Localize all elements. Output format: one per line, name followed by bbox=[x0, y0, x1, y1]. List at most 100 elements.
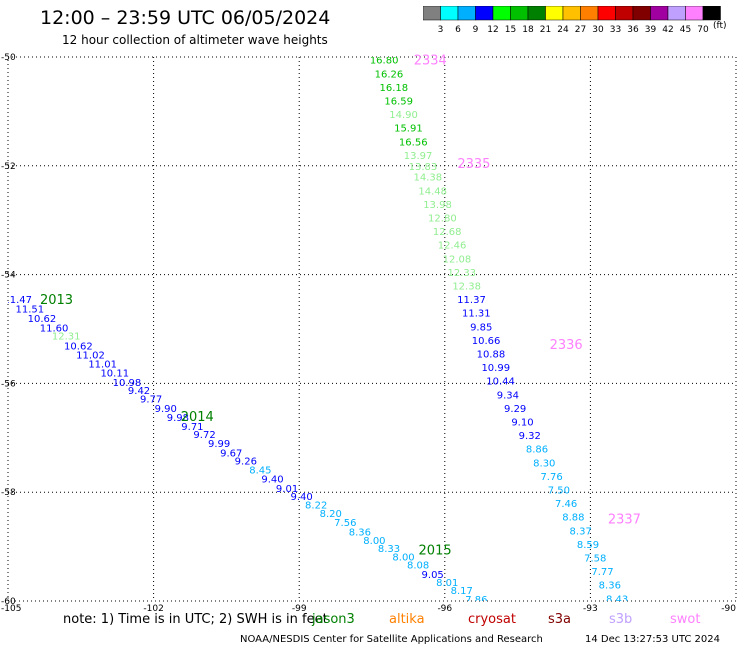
wave-height-point: 10.98 bbox=[113, 378, 142, 389]
wave-height-point: 7.77 bbox=[591, 567, 613, 578]
wave-height-point: 8.37 bbox=[570, 526, 592, 537]
wave-height-point: 10.88 bbox=[477, 349, 506, 360]
color-scale-unit: (ft) bbox=[713, 21, 727, 31]
satellite-legend-cryosat: cryosat bbox=[468, 612, 516, 627]
wave-height-point: 8.30 bbox=[533, 458, 555, 469]
wave-height-point: 16.59 bbox=[384, 97, 413, 108]
color-scale-label: 42 bbox=[662, 25, 673, 35]
wave-height-point: 7.56 bbox=[334, 518, 356, 529]
wave-height-point: 9.99 bbox=[208, 439, 230, 450]
color-scale-label: 6 bbox=[455, 25, 461, 35]
wave-height-point: 12.68 bbox=[433, 227, 462, 238]
satellite-legend-jason3: jason3 bbox=[312, 612, 355, 627]
y-tick-label: -58 bbox=[1, 488, 16, 498]
wave-height-point: 13.98 bbox=[423, 200, 452, 211]
wave-height-point: 9.90 bbox=[155, 404, 177, 415]
x-tick-label: -99 bbox=[292, 604, 307, 614]
pass-time-label: 2015 bbox=[419, 543, 452, 558]
color-swatch bbox=[702, 6, 721, 21]
wave-height-point: 9.32 bbox=[519, 431, 541, 442]
x-tick-label: -93 bbox=[583, 604, 598, 614]
wave-height-point: 8.36 bbox=[599, 581, 621, 592]
color-scale-label: 9 bbox=[473, 25, 479, 35]
wave-height-point: 9.85 bbox=[470, 322, 492, 333]
wave-height-point: 9.26 bbox=[235, 457, 257, 468]
wave-height-point: 16.18 bbox=[380, 83, 409, 94]
wave-height-point: 8.01 bbox=[436, 578, 458, 589]
color-scale-label: 12 bbox=[487, 25, 498, 35]
wave-height-point: 8.45 bbox=[249, 465, 271, 476]
x-tick-label: -90 bbox=[721, 604, 736, 614]
color-scale-label: 30 bbox=[592, 25, 604, 35]
color-scale-label: 33 bbox=[610, 25, 621, 35]
wave-height-point: 8.43 bbox=[606, 594, 628, 605]
wave-height-point: 8.86 bbox=[526, 445, 548, 456]
wave-height-point: 12.08 bbox=[443, 254, 472, 265]
wave-height-point: 8.59 bbox=[577, 540, 599, 551]
wave-height-point: 9.40 bbox=[290, 492, 312, 503]
wave-height-point: 8.88 bbox=[562, 513, 584, 524]
color-scale-label: 27 bbox=[575, 25, 586, 35]
wave-height-point: 12.46 bbox=[438, 241, 467, 252]
color-scale-label: 24 bbox=[557, 25, 569, 35]
wave-height-point: 12.38 bbox=[452, 281, 481, 292]
x-tick-label: -102 bbox=[143, 604, 163, 614]
wave-height-point: 9.40 bbox=[261, 475, 283, 486]
color-scale-legend: 3 6 9 12 15 18 21 24 27 30 33 36 39 42 45 70 bbox=[423, 6, 721, 35]
plot-frame bbox=[7, 56, 737, 602]
wave-height-point: 10.62 bbox=[64, 341, 93, 352]
y-tick-label: -56 bbox=[1, 379, 16, 389]
y-tick-label: -50 bbox=[1, 53, 16, 63]
wave-height-point: 9.05 bbox=[422, 570, 444, 581]
wave-height-point: 8.17 bbox=[451, 586, 473, 597]
wave-height-point: 8.00 bbox=[363, 536, 385, 547]
wave-height-point: 7.50 bbox=[548, 485, 570, 496]
pass-time-label: 2014 bbox=[181, 410, 214, 425]
wave-height-point: 7.76 bbox=[540, 472, 562, 483]
color-scale-label: 70 bbox=[697, 25, 709, 35]
wave-height-point: 11.47 bbox=[3, 295, 32, 306]
pass-time-label: 2337 bbox=[608, 512, 641, 527]
wave-height-point: 11.01 bbox=[88, 359, 117, 370]
wave-height-point: 7.46 bbox=[555, 499, 577, 510]
color-scale-label: 15 bbox=[505, 25, 516, 35]
satellite-legend-s3b: s3b bbox=[609, 612, 633, 627]
wave-height-point: 14.38 bbox=[413, 173, 442, 184]
wave-height-point: 9.29 bbox=[504, 404, 526, 415]
wave-height-point: 15.91 bbox=[394, 124, 423, 135]
wave-height-point: 11.37 bbox=[457, 295, 486, 306]
wave-height-point: 10.11 bbox=[100, 369, 129, 380]
color-scale-label: 3 bbox=[438, 25, 444, 35]
wave-height-point: 13.83 bbox=[409, 162, 438, 173]
wave-height-point: 8.22 bbox=[305, 501, 327, 512]
wave-height-point: 14.48 bbox=[418, 186, 447, 197]
color-scale-label: 45 bbox=[680, 25, 691, 35]
satellite-legend-altika: altika bbox=[389, 612, 425, 627]
chart-title: 12:00 – 23:59 UTC 06/05/2024 bbox=[40, 7, 331, 29]
x-tick-label: -105 bbox=[1, 604, 21, 614]
x-tick-label: -96 bbox=[437, 604, 452, 614]
chart-subtitle: 12 hour collection of altimeter wave hei… bbox=[62, 33, 328, 47]
y-tick-label: -54 bbox=[1, 271, 16, 281]
wave-height-point: 8.26 bbox=[540, 638, 562, 649]
wave-height-point: 16.80 bbox=[370, 56, 399, 67]
y-tick-label: -60 bbox=[1, 597, 16, 607]
wave-height-point: 16.26 bbox=[375, 69, 404, 80]
color-scale-label: 36 bbox=[627, 25, 639, 35]
wave-height-point: 12.31 bbox=[52, 332, 81, 343]
color-scale-label: 21 bbox=[540, 25, 551, 35]
wave-height-point: 7.58 bbox=[584, 553, 606, 564]
wave-height-point: 8.08 bbox=[407, 561, 429, 572]
pass-time-label: 2336 bbox=[550, 338, 583, 353]
wave-height-point: 11.31 bbox=[462, 309, 491, 320]
wave-height-point: 8.36 bbox=[349, 527, 371, 538]
color-scale-label: 39 bbox=[645, 25, 657, 35]
wave-height-point: 9.01 bbox=[276, 484, 298, 495]
wave-height-point: 9.71 bbox=[181, 422, 203, 433]
wave-height-point: 9.10 bbox=[511, 417, 533, 428]
wave-height-point: 10.44 bbox=[486, 377, 515, 388]
wave-height-point: 11.60 bbox=[40, 323, 69, 334]
wave-height-point: 12.80 bbox=[428, 213, 457, 224]
wave-height-point: 8.33 bbox=[378, 544, 400, 555]
